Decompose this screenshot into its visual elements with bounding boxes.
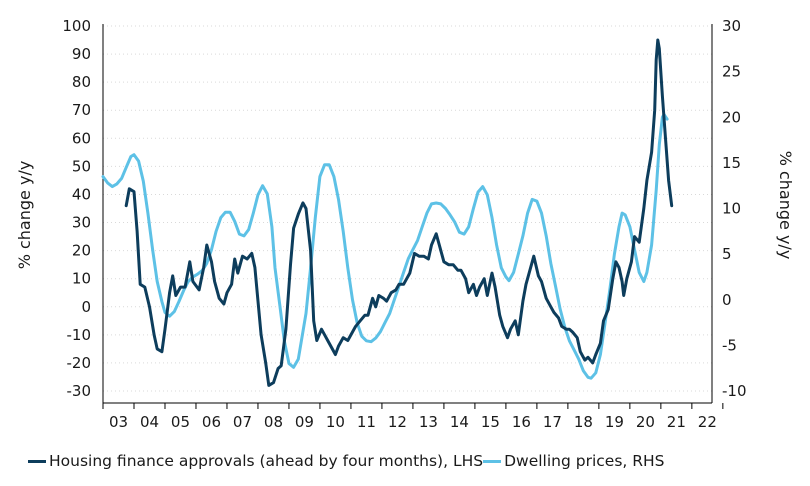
- x-tick-label: 06: [202, 413, 221, 431]
- legend-item-prices: Dwelling prices, RHS: [483, 452, 665, 470]
- left-axis-title: % change y/y: [15, 161, 34, 270]
- left-tick-label: 80: [72, 73, 91, 91]
- left-tick-label: 70: [72, 101, 91, 119]
- x-tick-label: 03: [109, 413, 128, 431]
- legend-label-prices: Dwelling prices, RHS: [504, 452, 665, 470]
- right-tick-label: 10: [722, 200, 741, 218]
- x-tick-label: 07: [233, 413, 252, 431]
- x-tick-label: 17: [543, 413, 562, 431]
- x-tick-label: 20: [636, 413, 655, 431]
- x-tick-label: 21: [667, 413, 686, 431]
- right-tick-label: 30: [722, 17, 741, 35]
- x-tick-label: 13: [419, 413, 438, 431]
- left-tick-label: -30: [67, 382, 92, 400]
- right-tick-label: -5: [722, 336, 737, 354]
- right-tick-label: 5: [722, 245, 732, 263]
- right-tick-label: 20: [722, 108, 741, 126]
- left-tick-label: 30: [72, 214, 91, 232]
- left-tick-label: 40: [72, 185, 91, 203]
- x-tick-label: 09: [295, 413, 314, 431]
- x-tick-label: 04: [140, 413, 159, 431]
- x-tick-label: 15: [481, 413, 500, 431]
- left-tick-label: 90: [72, 45, 91, 63]
- right-tick-label: -10: [722, 382, 747, 400]
- x-tick-label: 11: [357, 413, 376, 431]
- right-tick-label: 25: [722, 63, 741, 81]
- x-tick-label: 08: [264, 413, 283, 431]
- right-tick-label: 0: [722, 291, 732, 309]
- left-tick-label: -20: [67, 354, 92, 372]
- right-tick-label: 15: [722, 154, 741, 172]
- left-tick-label: 60: [72, 129, 91, 147]
- x-tick-label: 10: [326, 413, 345, 431]
- right-axis-title: % change y/y: [776, 151, 795, 260]
- x-tick-label: 22: [698, 413, 717, 431]
- left-tick-label: 50: [72, 157, 91, 175]
- legend-swatch-prices: [483, 459, 502, 463]
- left-axis-ticks: -30 -20 -10 0 10 20 30 40 50 60 70 80 90 100: [62, 17, 91, 400]
- right-axis-ticks: -10 -5 0 5 10 15 20 25 30: [722, 17, 747, 400]
- plot-frame: [102, 24, 713, 404]
- x-tick-label: 05: [171, 413, 190, 431]
- x-tick-label: 12: [388, 413, 407, 431]
- left-tick-label: 20: [72, 242, 91, 260]
- x-tick-label: 14: [450, 413, 469, 431]
- series-line: [124, 38, 674, 387]
- x-tick-label: 16: [512, 413, 531, 431]
- left-tick-label: 10: [72, 270, 91, 288]
- legend-item-approvals: Housing finance approvals (ahead by four…: [28, 452, 483, 470]
- series-line: [101, 113, 669, 380]
- x-tick-label: 19: [605, 413, 624, 431]
- gridlines: [103, 25, 712, 392]
- x-axis-ticks: 03 04 05 06 07 08 09 10 11 12 13 14 15 16 17 18 19 20 21 22: [102, 403, 724, 431]
- left-tick-label: 100: [62, 17, 91, 35]
- legend-swatch-approvals: [28, 459, 46, 463]
- legend: Housing finance approvals (ahead by four…: [28, 452, 665, 470]
- legend-label-approvals: Housing finance approvals (ahead by four…: [49, 452, 484, 470]
- left-tick-label: 0: [81, 298, 91, 316]
- left-tick-label: -10: [67, 326, 92, 344]
- x-tick-label: 18: [574, 413, 593, 431]
- series-lines: [101, 38, 674, 387]
